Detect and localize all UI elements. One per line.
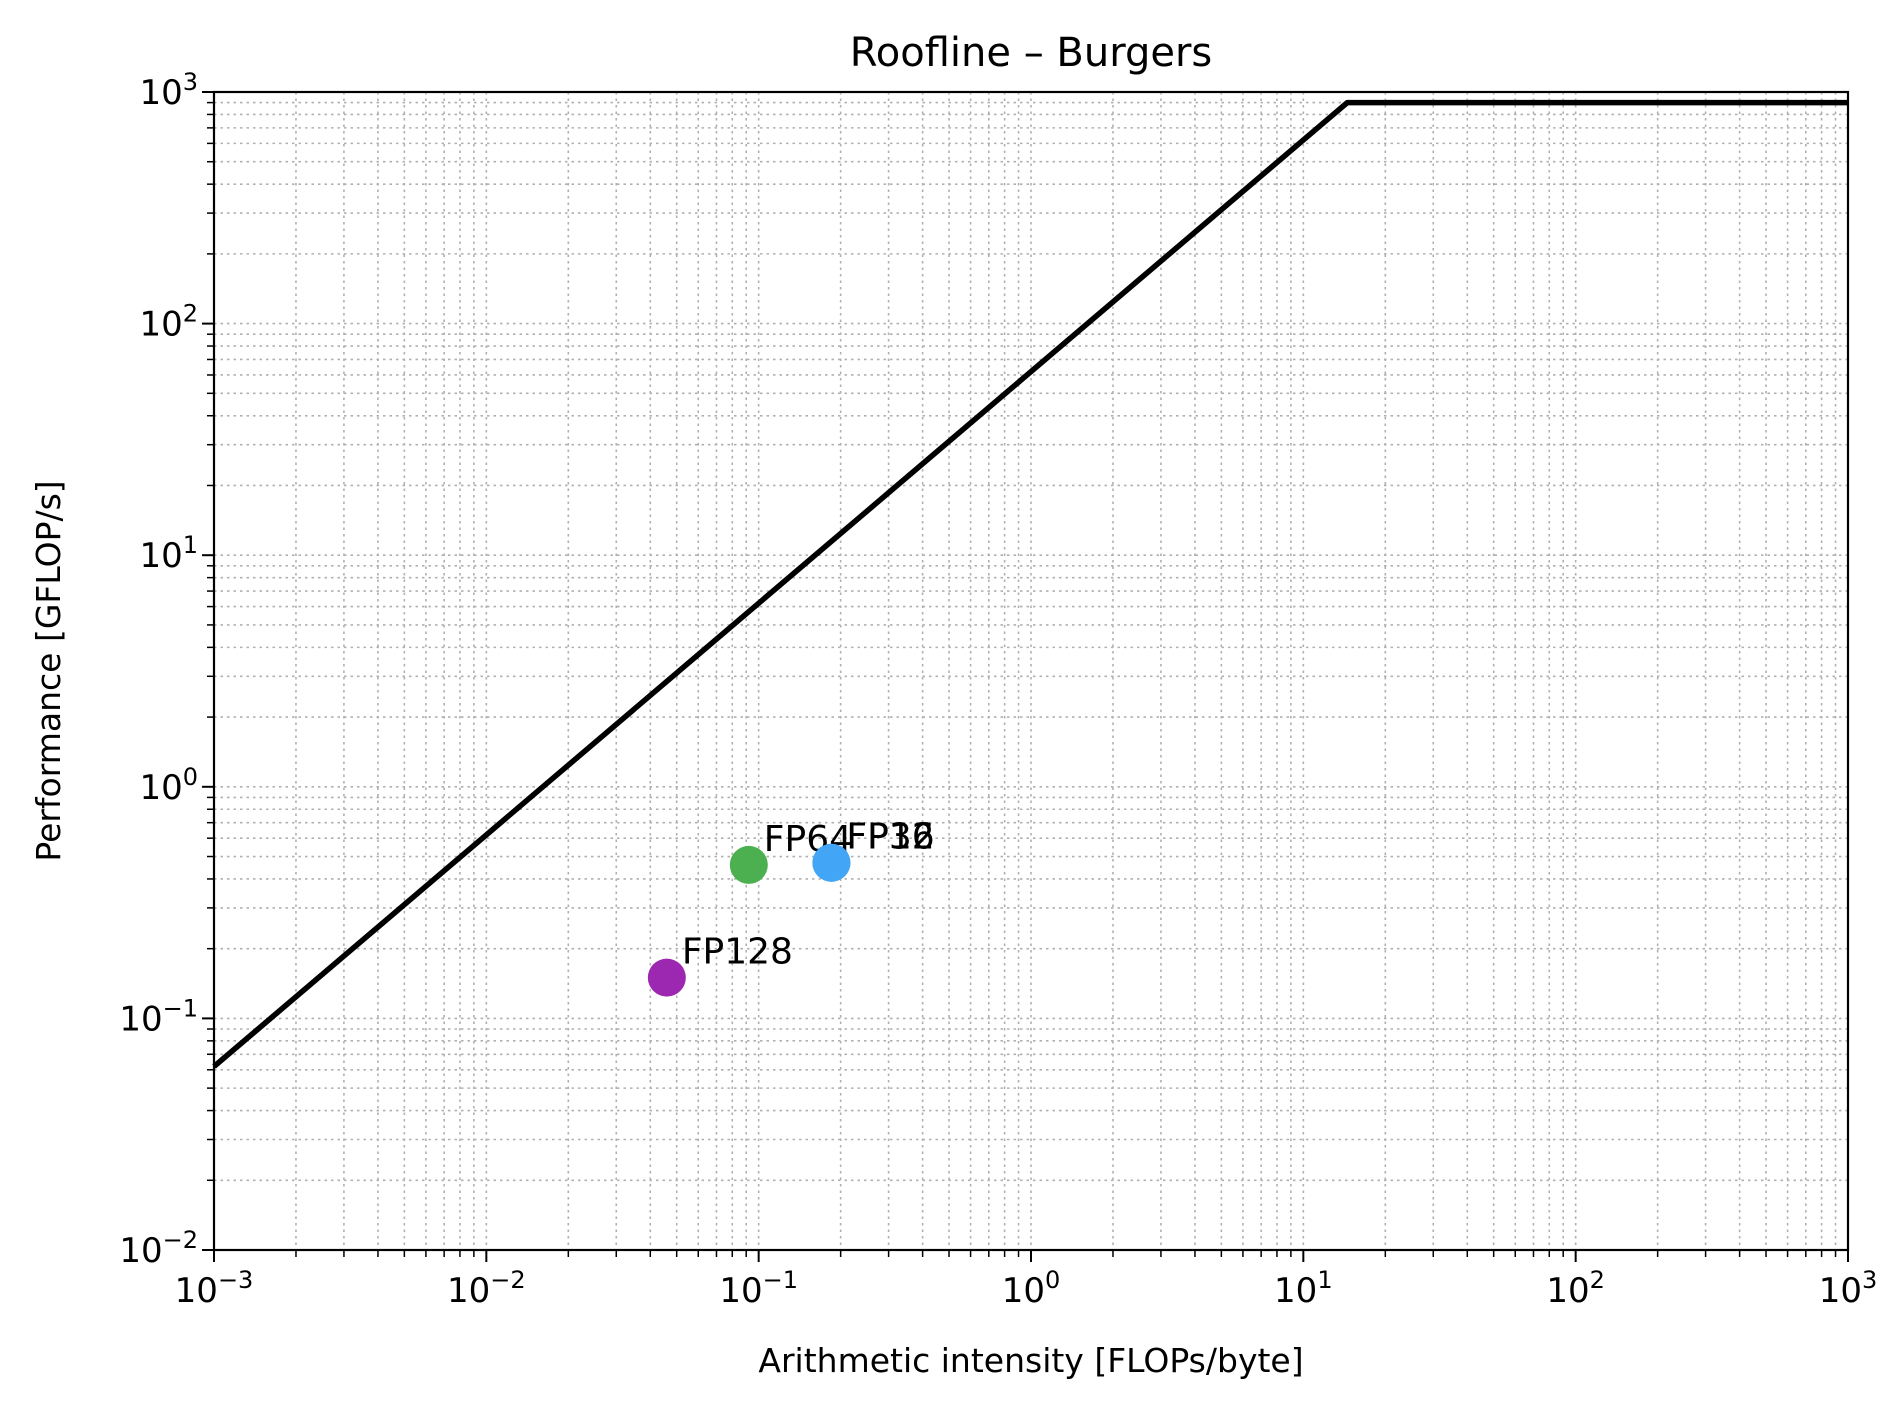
y-tick-label: 103: [139, 68, 198, 113]
x-tick-label: 10−3: [175, 1266, 254, 1311]
y-tick-label: 102: [139, 300, 198, 345]
roofline-layer: [212, 99, 1848, 1069]
axis-ticks: [202, 91, 1849, 1262]
data-point-fp128: [647, 958, 686, 997]
chart-title: Roofline – Burgers: [850, 30, 1212, 76]
x-tick-label: 100: [1002, 1266, 1061, 1311]
grid: [214, 92, 1848, 1250]
y-tick-label: 10−2: [119, 1226, 198, 1271]
x-axis-title: Arithmetic intensity [FLOPs/byte]: [758, 1341, 1303, 1380]
data-point-fp64: [729, 845, 768, 884]
tick-labels: 10−3 10−2 10−1 100 101 102 10310−210−110010110…: [119, 68, 1877, 1311]
y-tick-label: 101: [139, 531, 198, 576]
roofline: [212, 99, 1848, 1069]
point-label-fp32: FP32: [846, 817, 934, 858]
point-label-fp16: FP16: [846, 817, 934, 858]
x-tick-label: 10−1: [719, 1266, 798, 1311]
y-tick-label: 100: [139, 763, 198, 808]
y-axis-title: Performance [GFLOP/s]: [29, 480, 68, 861]
point-label-fp128: FP128: [682, 932, 793, 973]
x-tick-label: 103: [1819, 1266, 1878, 1311]
data-point-fp16: [812, 843, 851, 882]
x-tick-label: 102: [1546, 1266, 1605, 1311]
x-tick-label: 101: [1274, 1266, 1333, 1311]
x-tick-label: 10−2: [447, 1266, 526, 1311]
y-tick-label: 10−1: [119, 994, 198, 1039]
